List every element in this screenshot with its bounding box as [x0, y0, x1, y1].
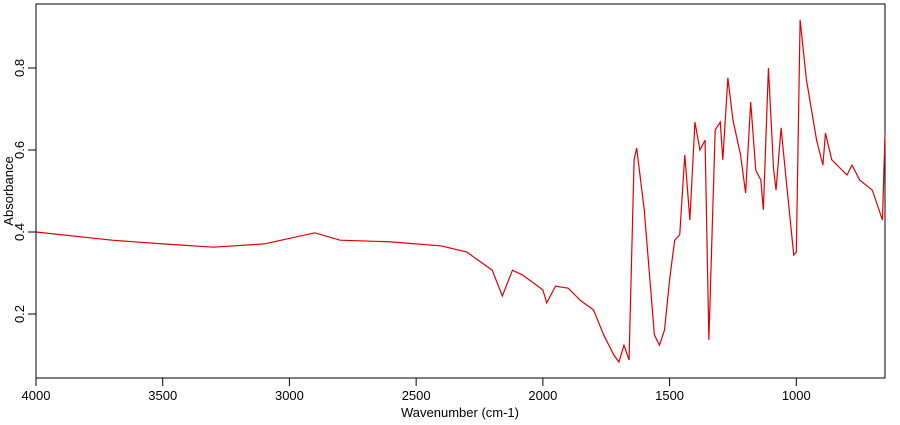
x-tick-label: 1000	[782, 388, 811, 403]
x-tick-label: 2000	[528, 388, 557, 403]
x-tick-label: 4000	[22, 388, 51, 403]
plot-frame	[35, 3, 886, 379]
x-tick-label: 3000	[275, 388, 304, 403]
y-axis-label: Absorbance	[1, 156, 16, 225]
y-tick-label: 0.8	[12, 59, 27, 77]
y-tick-label: 0.2	[12, 305, 27, 323]
spectrum-line	[35, 19, 886, 364]
x-tick-label: 2500	[402, 388, 431, 403]
y-tick-label: 0.6	[12, 141, 27, 159]
x-axis-label: Wavenumber (cm-1)	[401, 405, 519, 420]
x-tick-label: 1500	[655, 388, 684, 403]
x-tick-label: 3500	[148, 388, 177, 403]
y-tick-label: 0.4	[12, 223, 27, 241]
